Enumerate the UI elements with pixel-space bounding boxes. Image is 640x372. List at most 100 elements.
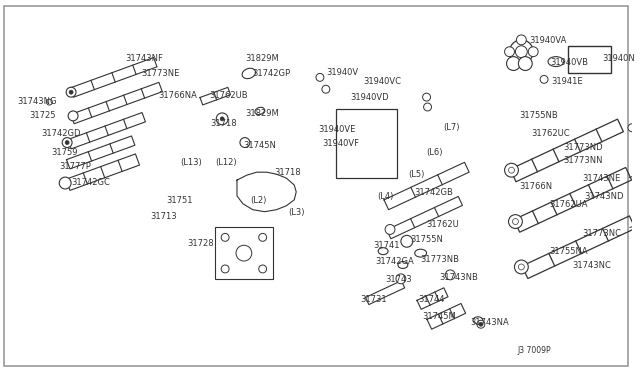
Ellipse shape xyxy=(255,107,264,115)
Circle shape xyxy=(504,163,518,177)
Text: 31773ND: 31773ND xyxy=(563,142,602,151)
Circle shape xyxy=(216,113,228,125)
Circle shape xyxy=(515,260,528,274)
Text: 31940VC: 31940VC xyxy=(364,77,401,86)
Circle shape xyxy=(477,320,485,328)
Circle shape xyxy=(316,73,324,81)
Text: (L6): (L6) xyxy=(427,148,443,157)
Circle shape xyxy=(236,245,252,261)
Circle shape xyxy=(513,219,518,225)
Circle shape xyxy=(220,117,224,121)
Text: 31743NC: 31743NC xyxy=(573,261,612,270)
Text: 31743ND: 31743ND xyxy=(584,192,624,201)
Text: 31941E: 31941E xyxy=(551,77,582,86)
Text: 31940VA: 31940VA xyxy=(529,36,566,45)
Circle shape xyxy=(509,40,533,64)
Text: 31940V: 31940V xyxy=(326,67,358,77)
Text: 31718: 31718 xyxy=(211,119,237,128)
Text: 31742GD: 31742GD xyxy=(42,129,81,138)
Circle shape xyxy=(628,124,636,132)
Circle shape xyxy=(68,111,78,121)
Circle shape xyxy=(634,170,640,178)
Text: 31755NA: 31755NA xyxy=(549,247,588,256)
Circle shape xyxy=(636,219,640,227)
Circle shape xyxy=(62,138,72,147)
Circle shape xyxy=(516,35,526,45)
Circle shape xyxy=(528,47,538,57)
Circle shape xyxy=(479,322,483,326)
Text: 31940VB: 31940VB xyxy=(550,58,588,67)
Text: 31741: 31741 xyxy=(373,241,400,250)
Text: 31744: 31744 xyxy=(419,295,445,304)
Text: (L3): (L3) xyxy=(289,208,305,217)
Circle shape xyxy=(221,265,229,273)
Ellipse shape xyxy=(398,262,408,269)
Text: 31940VF: 31940VF xyxy=(322,139,359,148)
Text: 31742GB: 31742GB xyxy=(415,188,454,197)
Ellipse shape xyxy=(415,249,427,257)
Text: 31762UC: 31762UC xyxy=(531,129,570,138)
Circle shape xyxy=(509,215,522,228)
Text: 31743NA: 31743NA xyxy=(470,318,509,327)
Text: (L5): (L5) xyxy=(408,170,424,179)
Text: 31766NA: 31766NA xyxy=(158,91,197,100)
Text: 31742GP: 31742GP xyxy=(253,70,291,78)
Text: 31940N: 31940N xyxy=(602,54,635,63)
Text: 31777P: 31777P xyxy=(60,162,91,171)
Bar xyxy=(568,46,611,73)
Text: 31745N: 31745N xyxy=(243,141,276,150)
Text: 31773NE: 31773NE xyxy=(141,70,180,78)
Circle shape xyxy=(504,47,515,57)
Bar xyxy=(215,227,273,279)
Text: 31762U: 31762U xyxy=(427,219,460,228)
Text: 31940VD: 31940VD xyxy=(351,93,389,102)
Text: 31743NE: 31743NE xyxy=(582,174,621,183)
Text: 31766N: 31766N xyxy=(520,182,552,191)
Circle shape xyxy=(401,235,413,247)
Text: 31773NC: 31773NC xyxy=(582,230,621,238)
Text: 31728: 31728 xyxy=(188,239,214,248)
Text: 31829M: 31829M xyxy=(245,109,278,118)
Circle shape xyxy=(66,87,76,97)
Text: 31743NG: 31743NG xyxy=(18,97,57,106)
Text: (L7): (L7) xyxy=(444,123,460,132)
Text: 31755NB: 31755NB xyxy=(520,111,558,120)
Text: (L2): (L2) xyxy=(250,196,266,205)
Circle shape xyxy=(69,90,73,94)
Circle shape xyxy=(518,57,532,70)
Circle shape xyxy=(515,46,527,58)
Ellipse shape xyxy=(242,68,255,78)
Circle shape xyxy=(221,233,229,241)
Text: 31829M: 31829M xyxy=(245,54,278,63)
Text: (L4): (L4) xyxy=(377,192,394,201)
Text: 31743NF: 31743NF xyxy=(125,54,163,63)
Text: 31940VE: 31940VE xyxy=(318,125,355,134)
Text: (L13): (L13) xyxy=(180,158,202,167)
Text: 31751: 31751 xyxy=(166,196,193,205)
Ellipse shape xyxy=(548,57,564,67)
Text: 31742GC: 31742GC xyxy=(71,178,110,187)
Text: J3 7009P: J3 7009P xyxy=(517,346,551,355)
Circle shape xyxy=(540,76,548,83)
Circle shape xyxy=(509,167,515,173)
Circle shape xyxy=(385,225,395,234)
Text: 31773NB: 31773NB xyxy=(420,255,460,264)
Text: 31773NN: 31773NN xyxy=(563,156,602,166)
Circle shape xyxy=(259,265,267,273)
Text: 31742GA: 31742GA xyxy=(375,257,414,266)
Ellipse shape xyxy=(473,317,483,324)
Text: 31745M: 31745M xyxy=(422,312,456,321)
Circle shape xyxy=(65,141,69,145)
Text: 31759: 31759 xyxy=(51,148,78,157)
Circle shape xyxy=(445,270,455,280)
Text: 31718: 31718 xyxy=(275,168,301,177)
Bar xyxy=(336,109,397,178)
Circle shape xyxy=(506,57,520,70)
Circle shape xyxy=(396,274,406,284)
Circle shape xyxy=(518,264,524,270)
Text: 31755N: 31755N xyxy=(411,235,444,244)
Text: 31762UB: 31762UB xyxy=(209,91,248,100)
Text: 31743: 31743 xyxy=(385,275,412,284)
Text: 31743NB: 31743NB xyxy=(440,273,478,282)
Text: (L12): (L12) xyxy=(215,158,237,167)
